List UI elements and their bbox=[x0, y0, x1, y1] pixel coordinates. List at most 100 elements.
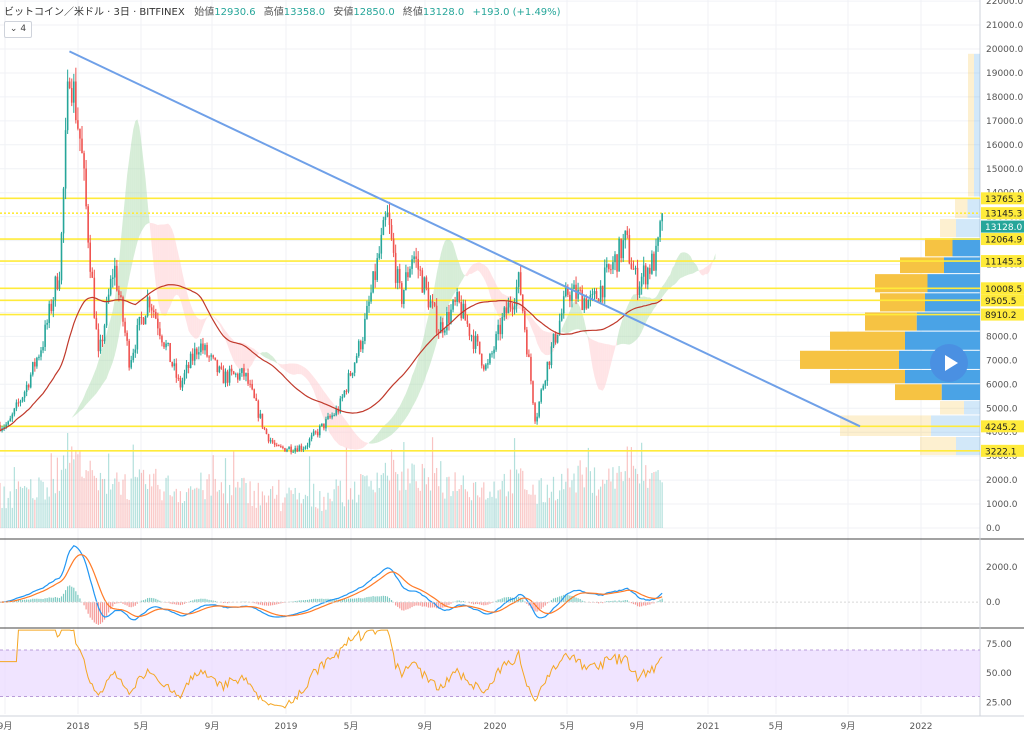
volume-profile-down bbox=[974, 53, 980, 197]
volume-bar bbox=[257, 482, 259, 528]
cloud-segment bbox=[161, 224, 164, 316]
level-tag-label: 13145.3 bbox=[985, 210, 1022, 220]
candle-body bbox=[173, 363, 176, 367]
macd-histogram-bar bbox=[169, 602, 171, 604]
candle-body bbox=[288, 446, 290, 450]
volume-bar bbox=[17, 481, 20, 528]
candle-body bbox=[632, 268, 635, 270]
candle-body bbox=[75, 81, 77, 121]
cloud-segment bbox=[215, 317, 218, 322]
cloud-segment bbox=[112, 298, 115, 363]
volume-bar bbox=[58, 490, 61, 528]
candle-body bbox=[23, 391, 26, 398]
candle-body bbox=[618, 238, 620, 272]
cloud-segment bbox=[483, 264, 486, 283]
macd-histogram-bar bbox=[208, 599, 210, 603]
volume-profile-up bbox=[830, 369, 905, 384]
cloud-segment bbox=[428, 305, 431, 370]
macd-histogram-bar bbox=[46, 598, 48, 603]
candle-body bbox=[314, 431, 317, 433]
volume-bar bbox=[571, 480, 573, 528]
macd-histogram-bar bbox=[550, 600, 553, 603]
volume-bar bbox=[417, 487, 419, 528]
cloud-segment bbox=[479, 262, 482, 275]
candle-body bbox=[528, 354, 530, 357]
candle-body bbox=[150, 307, 153, 311]
macd-histogram-bar bbox=[50, 597, 52, 603]
macd-histogram-bar bbox=[456, 600, 458, 603]
volume-bar bbox=[358, 494, 360, 528]
candle-body bbox=[144, 316, 147, 325]
cloud-segment bbox=[96, 361, 99, 394]
candle-body bbox=[581, 289, 583, 311]
candle-body bbox=[429, 301, 432, 308]
cloud-segment bbox=[403, 393, 406, 422]
cloud-segment bbox=[651, 298, 654, 313]
macd-histogram-bar bbox=[270, 602, 272, 606]
volume-bar bbox=[462, 475, 464, 528]
candle-body bbox=[464, 303, 467, 321]
volume-bar bbox=[284, 497, 286, 528]
candle-body bbox=[360, 341, 362, 350]
candle-body bbox=[323, 423, 325, 429]
cloud-segment bbox=[129, 143, 132, 279]
macd-histogram-bar bbox=[110, 602, 112, 610]
macd-histogram-bar bbox=[149, 597, 151, 603]
volume-bar bbox=[501, 480, 503, 528]
macd-histogram-bar bbox=[520, 597, 522, 603]
candle-body bbox=[212, 355, 214, 358]
candle-body bbox=[232, 371, 235, 375]
candle-body bbox=[155, 312, 157, 319]
volume-bar bbox=[464, 489, 466, 528]
candle-body bbox=[99, 339, 102, 352]
candle-body bbox=[587, 300, 590, 309]
volume-bar bbox=[456, 490, 458, 528]
volume-bar bbox=[356, 502, 358, 528]
candle-body bbox=[157, 318, 159, 329]
macd-histogram-bar bbox=[108, 602, 110, 613]
macd-histogram-bar bbox=[40, 598, 42, 603]
cloud-segment bbox=[494, 279, 497, 311]
cloud-segment bbox=[381, 426, 384, 441]
volume-bar bbox=[569, 487, 571, 528]
candle-body bbox=[630, 263, 633, 269]
volume-bar bbox=[65, 468, 67, 528]
cloud-segment bbox=[344, 418, 347, 449]
cloud-segment bbox=[582, 312, 585, 332]
volume-bar bbox=[19, 486, 22, 528]
volume-bar bbox=[265, 502, 268, 528]
play-button[interactable] bbox=[930, 344, 968, 382]
candle-body bbox=[376, 258, 378, 280]
macd-histogram-bar bbox=[624, 600, 626, 603]
macd-histogram-bar bbox=[450, 602, 452, 604]
candle-body bbox=[649, 267, 651, 274]
macd-histogram-bar bbox=[421, 602, 423, 607]
volume-bar bbox=[108, 453, 110, 528]
macd-histogram-bar bbox=[30, 599, 32, 603]
candle-body bbox=[507, 302, 510, 314]
collapse-indicators-button[interactable]: ⌄ 4 bbox=[4, 21, 32, 38]
volume-bar bbox=[563, 489, 565, 528]
rsi-band bbox=[0, 649, 980, 697]
volume-bar bbox=[546, 484, 548, 528]
candle-body bbox=[503, 307, 506, 318]
cloud-segment bbox=[186, 290, 189, 331]
cloud-segment bbox=[235, 341, 238, 368]
cloud-segment bbox=[57, 427, 60, 429]
candle-body bbox=[91, 271, 94, 278]
volume-profile-up bbox=[895, 384, 942, 401]
macd-histogram-bar bbox=[501, 598, 503, 603]
candle-body bbox=[298, 445, 301, 452]
candle-body bbox=[530, 356, 532, 382]
cloud-segment bbox=[262, 352, 265, 358]
level-tag bbox=[981, 233, 1024, 246]
volume-bar bbox=[423, 468, 425, 528]
cloud-segment bbox=[690, 256, 693, 274]
candle-body bbox=[64, 130, 67, 189]
cloud-segment bbox=[137, 119, 140, 243]
volume-bar bbox=[405, 489, 407, 528]
cloud-segment bbox=[455, 250, 458, 293]
volume-bar bbox=[409, 483, 411, 528]
volume-bar bbox=[475, 482, 477, 528]
